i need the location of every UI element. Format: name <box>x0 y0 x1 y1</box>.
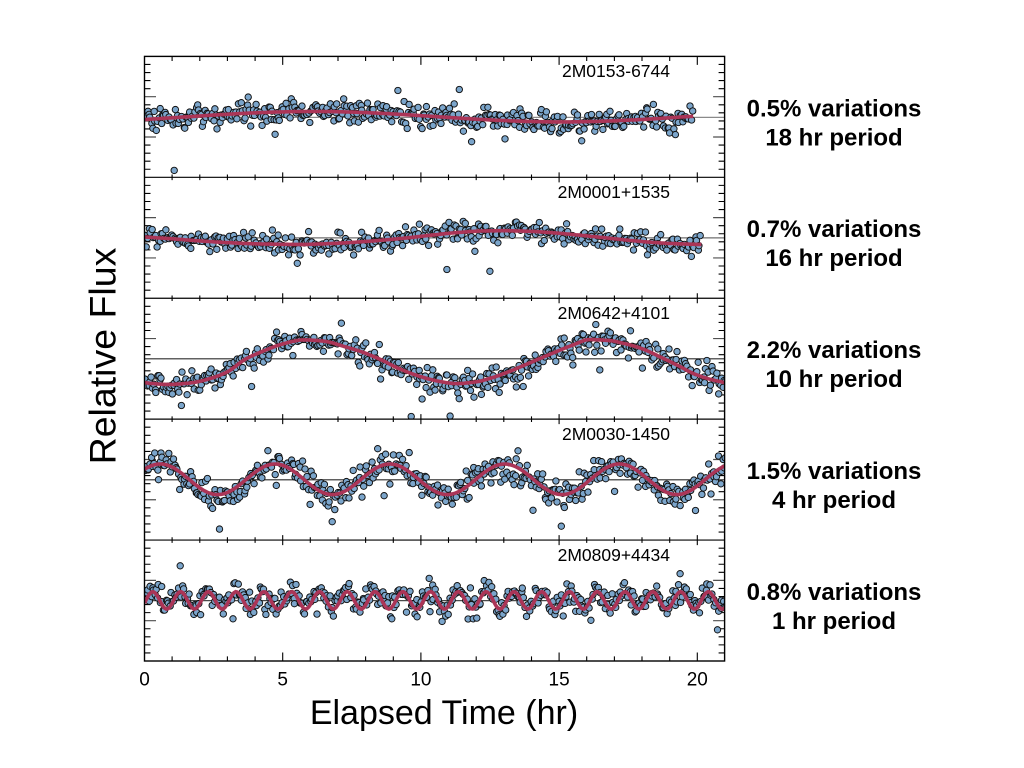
svg-text:2M0030-1450: 2M0030-1450 <box>562 424 670 444</box>
svg-text:4 hr period: 4 hr period <box>772 487 896 514</box>
svg-text:2M0642+4101: 2M0642+4101 <box>558 303 670 323</box>
svg-text:0.5% variations: 0.5% variations <box>747 96 922 123</box>
svg-text:1 hr period: 1 hr period <box>772 608 896 635</box>
svg-text:2M0153-6744: 2M0153-6744 <box>562 61 670 81</box>
svg-text:Elapsed Time (hr): Elapsed Time (hr) <box>310 694 578 732</box>
svg-text:20: 20 <box>687 670 708 691</box>
svg-text:16 hr period: 16 hr period <box>765 245 902 272</box>
svg-text:15: 15 <box>549 670 570 691</box>
svg-text:0.8% variations: 0.8% variations <box>747 579 922 606</box>
svg-text:18 hr period: 18 hr period <box>765 125 902 152</box>
svg-text:5: 5 <box>277 670 288 691</box>
svg-text:1.5% variations: 1.5% variations <box>747 458 922 485</box>
svg-text:2M0001+1535: 2M0001+1535 <box>558 182 670 202</box>
svg-text:10: 10 <box>410 670 431 691</box>
svg-text:Relative Flux: Relative Flux <box>82 247 124 464</box>
svg-text:2M0809+4434: 2M0809+4434 <box>558 545 671 565</box>
svg-text:2.2% variations: 2.2% variations <box>747 337 922 364</box>
svg-text:10 hr period: 10 hr period <box>765 366 902 393</box>
svg-text:0.7% variations: 0.7% variations <box>747 216 922 243</box>
svg-text:0: 0 <box>139 670 150 691</box>
